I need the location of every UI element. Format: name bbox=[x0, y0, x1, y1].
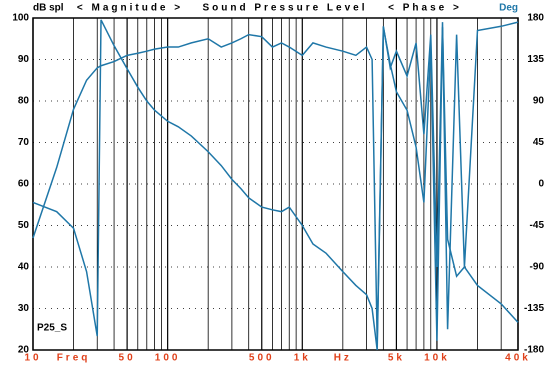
x-tick-label: 50 bbox=[119, 353, 136, 364]
y2-axis-label: Deg bbox=[499, 3, 518, 14]
y2-tick-label: -45 bbox=[530, 220, 545, 231]
x-tick-label: 100 bbox=[155, 353, 181, 364]
x-axis-label: Freq bbox=[57, 353, 91, 364]
plot-frame bbox=[32, 17, 519, 351]
y2-tick-label: 135 bbox=[527, 54, 544, 65]
y2-tick-label: -90 bbox=[530, 262, 545, 273]
annotation: < Phase > bbox=[388, 3, 462, 14]
x-axis-unit: Hz bbox=[334, 353, 352, 364]
y2-tick-label: -135 bbox=[524, 303, 544, 314]
y-tick-label: 20 bbox=[18, 345, 30, 356]
y-axis-label: dB spl bbox=[33, 3, 64, 14]
x-tick-label: 10k bbox=[424, 353, 450, 364]
x-tick-label: 40k bbox=[505, 353, 531, 364]
y2-tick-label: -180 bbox=[524, 345, 544, 356]
y2-tick-label: 90 bbox=[533, 96, 545, 107]
series-line bbox=[32, 19, 519, 351]
x-tick-label: 500 bbox=[249, 353, 275, 364]
y-tick-label: 60 bbox=[18, 179, 30, 190]
y2-tick-label: 45 bbox=[533, 137, 545, 148]
series-line bbox=[32, 21, 519, 342]
annotation: < Magnitude > bbox=[77, 3, 183, 14]
y-tick-label: 50 bbox=[18, 220, 30, 231]
y-tick-label: 100 bbox=[12, 13, 29, 24]
y2-tick-label: 0 bbox=[538, 179, 544, 190]
x-tick-label: 1k bbox=[294, 353, 311, 364]
y-tick-label: 30 bbox=[18, 303, 30, 314]
series-label: P25_S bbox=[37, 323, 67, 334]
y-tick-label: 90 bbox=[18, 54, 30, 65]
chart-title: Sound Pressure Level bbox=[202, 3, 367, 14]
y2-tick-label: 180 bbox=[527, 13, 544, 24]
x-tick-label: 10 bbox=[24, 353, 41, 364]
y-tick-label: 40 bbox=[18, 262, 30, 273]
y-tick-label: 80 bbox=[18, 96, 30, 107]
x-tick-label: 5k bbox=[388, 353, 405, 364]
y-tick-label: 70 bbox=[18, 137, 30, 148]
